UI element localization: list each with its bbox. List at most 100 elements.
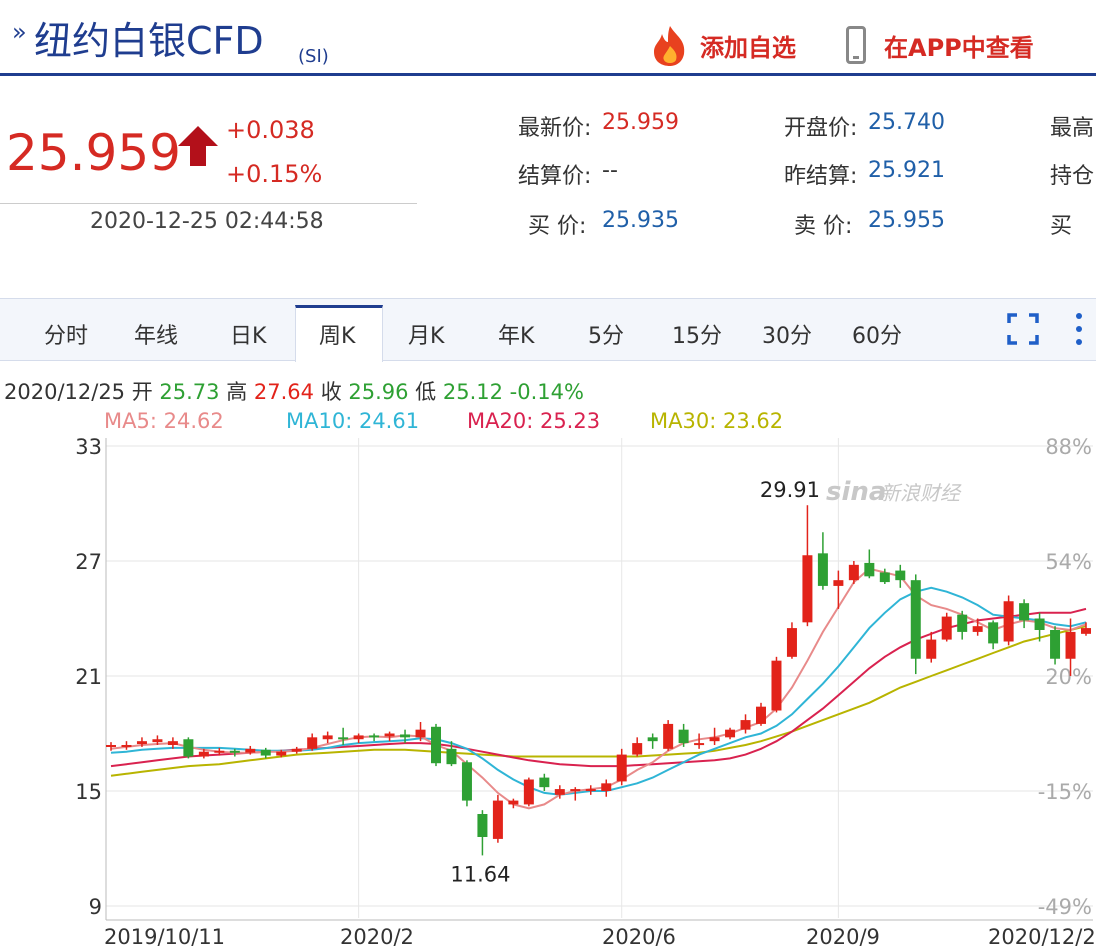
ma10-line xyxy=(110,586,1087,796)
candle-body xyxy=(926,639,937,659)
candle-body xyxy=(678,729,689,744)
phone-icon[interactable] xyxy=(846,26,866,64)
quote-label: 结算价: xyxy=(518,164,592,189)
info-high: 27.64 xyxy=(254,380,314,404)
candle-body xyxy=(121,745,132,747)
info-open-label: 开 xyxy=(125,380,159,404)
price-change-percent: +0.15% xyxy=(226,160,323,188)
y-tick-label: 9 xyxy=(89,895,102,919)
candle-body xyxy=(972,626,983,632)
candle-body xyxy=(616,754,627,782)
candle-body xyxy=(663,723,674,749)
candle-body xyxy=(400,734,411,738)
candle-body xyxy=(725,729,736,738)
instrument-code: (SI) xyxy=(298,46,329,67)
candle-body xyxy=(910,580,921,659)
candle-body xyxy=(895,570,906,581)
candle-body xyxy=(415,729,426,738)
candle-body xyxy=(848,564,859,581)
candle-body xyxy=(601,783,612,791)
y-tick-label: 27 xyxy=(75,550,102,574)
quote-label: 昨结算: xyxy=(784,164,858,189)
candle-body xyxy=(771,660,782,711)
quote-label: 买 xyxy=(1050,214,1073,239)
candle-body xyxy=(1034,618,1045,630)
tab-5[interactable]: 年K xyxy=(498,324,535,349)
candle-body xyxy=(477,814,488,837)
candle-body xyxy=(106,745,116,747)
candle-body xyxy=(539,777,550,788)
annotation-label: 11.64 xyxy=(450,862,510,886)
candle-body xyxy=(307,737,318,749)
tab-0[interactable]: 分时 xyxy=(44,324,89,349)
quote-value: 25.935 xyxy=(602,208,679,233)
divider xyxy=(0,203,417,204)
candle-body xyxy=(338,737,349,740)
add-favorite-button[interactable]: 添加自选 xyxy=(700,34,796,62)
tab-9[interactable]: 60分 xyxy=(852,324,902,349)
phone-icon-button xyxy=(853,56,859,59)
quote-label: 持仓 xyxy=(1050,164,1095,189)
view-in-app-button[interactable]: 在APP中查看 xyxy=(884,34,1034,62)
candle-body xyxy=(276,751,287,756)
candle-body xyxy=(1050,630,1061,659)
candle-body xyxy=(957,614,968,632)
tab-2[interactable]: 日K xyxy=(230,324,267,349)
info-line: 2020/12/25 开 25.73 高 27.64 收 25.96 低 25.… xyxy=(4,380,584,404)
x-tick-label: 2020/2 xyxy=(340,925,414,948)
tab-4[interactable]: 月K xyxy=(408,324,445,349)
tab-6[interactable]: 5分 xyxy=(588,324,624,349)
y-tick-label: 33 xyxy=(75,435,102,459)
quote-value: -- xyxy=(602,158,618,183)
candle-body xyxy=(461,762,472,801)
x-tick-label: 2020/12/25 xyxy=(988,925,1096,948)
candle-body xyxy=(369,735,380,738)
tab-7[interactable]: 15分 xyxy=(672,324,722,349)
candle-body xyxy=(709,737,720,742)
candle-body xyxy=(167,741,178,745)
candle-body xyxy=(988,622,999,644)
candle-body xyxy=(756,706,766,724)
candle-body xyxy=(694,743,705,746)
candle-body xyxy=(740,720,751,730)
candle-body xyxy=(152,739,163,743)
pct-tick-label: 54% xyxy=(1045,550,1092,574)
more-vertical-icon[interactable] xyxy=(1072,312,1086,346)
ma30-line xyxy=(110,625,1087,777)
quote-label: 最高 xyxy=(1050,116,1095,141)
candle-body xyxy=(1003,601,1014,642)
pct-tick-label: 88% xyxy=(1045,435,1092,459)
fullscreen-icon[interactable] xyxy=(1006,312,1040,346)
page-title: 纽约白银CFD xyxy=(34,19,264,63)
flame-icon[interactable] xyxy=(648,24,692,68)
info-change: -0.14% xyxy=(503,380,584,404)
tab-8[interactable]: 30分 xyxy=(762,324,812,349)
quote-label: 开盘价: xyxy=(784,116,858,141)
info-high-label: 高 xyxy=(220,380,254,404)
candlestick-chart: 2020/12/25 开 25.73 高 27.64 收 25.96 低 25.… xyxy=(4,380,1096,948)
candle-body xyxy=(817,553,828,586)
candle-body xyxy=(864,562,875,577)
candle-body xyxy=(260,749,271,756)
candle-body xyxy=(136,741,147,745)
active-tab-indicator xyxy=(295,305,383,362)
ma-label: MA10: 24.61 xyxy=(286,409,419,433)
ma-label: MA5: 24.62 xyxy=(104,409,224,433)
candle-body xyxy=(431,726,441,764)
x-tick-label: 2019/10/11 xyxy=(104,925,225,948)
candle-body xyxy=(245,748,256,753)
up-arrow-icon xyxy=(178,126,218,166)
candle-body xyxy=(554,789,565,795)
candle-body xyxy=(291,748,302,752)
tab-3[interactable]: 周K xyxy=(319,324,356,349)
title-bar xyxy=(0,0,1096,76)
candle-body xyxy=(446,748,457,765)
candle-body xyxy=(570,789,581,792)
candle-body xyxy=(229,750,240,753)
candle-body xyxy=(1065,631,1076,659)
candle-body xyxy=(632,743,643,755)
candle-body xyxy=(879,572,890,583)
tab-1[interactable]: 年线 xyxy=(134,324,179,349)
annotation-label: 29.91 xyxy=(760,478,820,502)
candle-body xyxy=(786,628,797,657)
